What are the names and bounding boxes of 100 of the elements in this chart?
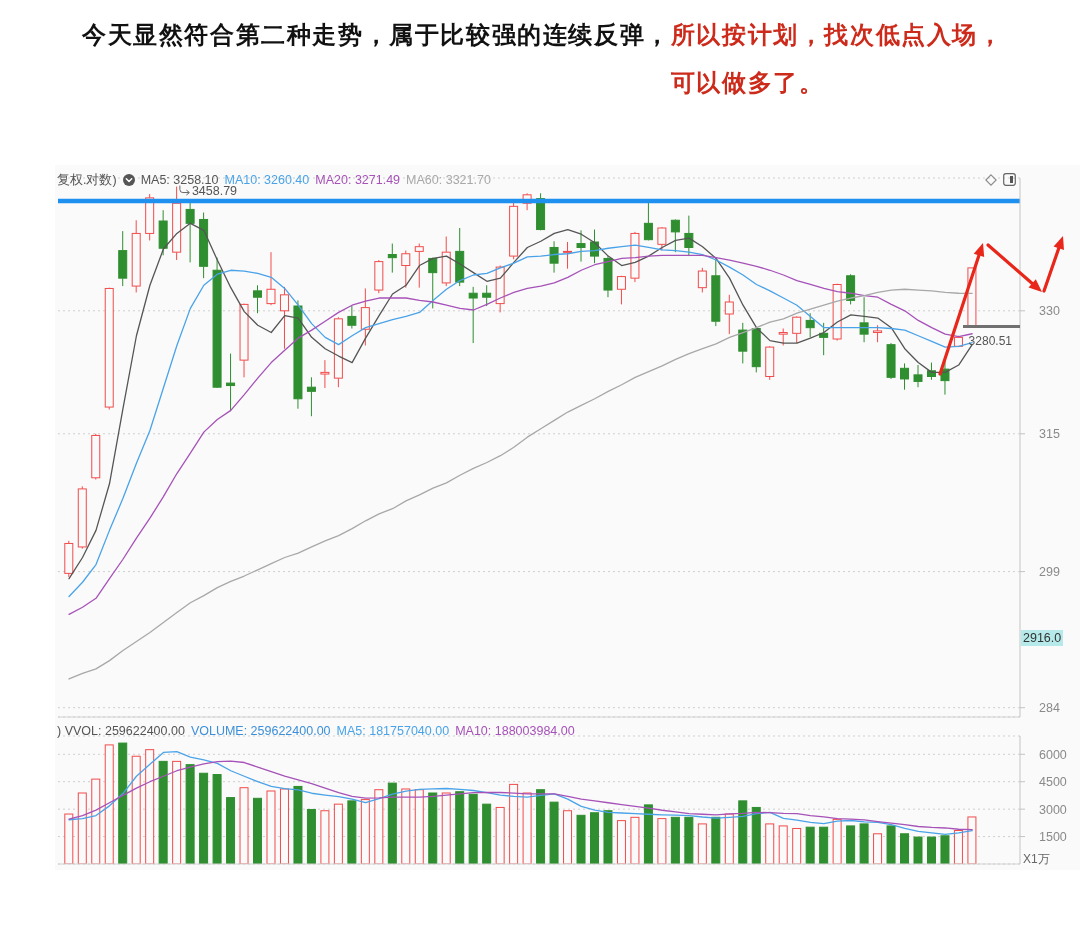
candlestick	[576, 229, 586, 263]
chart-subtitle: 所以按计划，找次低点入场，可以做多了。	[670, 20, 1005, 98]
text: MA20: 3271.49	[315, 173, 401, 187]
y-tick-label: 1500	[1039, 830, 1067, 845]
bar	[64, 813, 74, 864]
y-tick-label: 284	[1039, 701, 1060, 716]
bar	[495, 806, 505, 864]
bar	[724, 813, 734, 864]
bar	[172, 760, 182, 864]
bar	[563, 810, 573, 864]
bar	[91, 778, 101, 864]
candlestick	[226, 353, 236, 412]
bar	[684, 816, 694, 864]
bar	[468, 793, 478, 864]
bar	[926, 836, 936, 864]
candlestick	[387, 243, 397, 274]
candlestick	[603, 255, 613, 298]
bar	[846, 825, 856, 864]
bar	[643, 804, 653, 864]
bar	[199, 772, 209, 864]
bar	[603, 810, 613, 864]
text: MA5: 181757040.00	[336, 724, 450, 738]
text: 2916.0	[1021, 630, 1064, 646]
bar	[253, 797, 263, 864]
bar	[387, 782, 397, 864]
y-tick-label: 4500	[1039, 775, 1067, 790]
y-tick-label: 6000	[1039, 747, 1067, 762]
bar	[940, 835, 950, 864]
bar	[859, 823, 869, 864]
bar	[630, 816, 640, 864]
bar	[738, 800, 748, 864]
candlestick	[306, 376, 316, 417]
y-axis-title: X1万	[1023, 851, 1050, 868]
bar	[832, 818, 842, 864]
bar	[549, 801, 559, 864]
candlestick	[670, 219, 680, 253]
legend-title: 复权.对数)	[57, 171, 117, 189]
bar	[212, 774, 222, 864]
candlestick	[347, 305, 357, 329]
bar	[670, 816, 680, 864]
bar	[374, 789, 384, 864]
bar	[792, 827, 802, 864]
legend-title: ) VVOL: 259622400.00	[57, 724, 185, 738]
bar	[239, 787, 249, 864]
bar	[306, 808, 316, 864]
bar	[751, 806, 761, 864]
bar	[401, 788, 411, 864]
bar	[77, 792, 87, 864]
bar	[576, 814, 586, 864]
annotation: 3280.51	[968, 332, 1012, 349]
bar	[226, 797, 236, 864]
candlestick	[185, 201, 195, 263]
bar	[347, 800, 357, 864]
candlestick	[886, 342, 896, 380]
candlestick	[468, 286, 478, 344]
bar	[657, 818, 667, 864]
bar	[967, 816, 977, 864]
bar	[185, 764, 195, 864]
bar	[765, 823, 775, 864]
bar	[118, 742, 128, 864]
candlestick	[900, 362, 910, 391]
bar	[266, 790, 276, 864]
bar	[913, 836, 923, 864]
y-tick-label: 330	[1039, 304, 1060, 319]
candlestick	[630, 231, 640, 283]
bar	[805, 826, 815, 864]
bar	[145, 749, 155, 864]
bar	[279, 788, 289, 864]
chart-title: 今天显然符合第二种走势，属于比较强的连续反弹，	[82, 20, 671, 50]
bar	[455, 791, 465, 864]
y-tick-label: 315	[1039, 427, 1060, 442]
bar	[131, 755, 141, 864]
bar	[482, 803, 492, 864]
candlestick	[266, 251, 276, 306]
candlestick	[549, 240, 559, 274]
bar	[333, 803, 343, 864]
candlestick	[320, 359, 330, 389]
bar	[509, 783, 519, 864]
bar	[293, 785, 303, 864]
text: MA10: 188003984.00	[455, 724, 575, 738]
bar	[886, 825, 896, 864]
y-tick-label: 299	[1039, 565, 1060, 580]
bar	[320, 810, 330, 864]
bar	[441, 792, 451, 864]
bar	[590, 812, 599, 864]
candlestick	[293, 299, 303, 410]
line-series	[68, 760, 973, 831]
text: MA60: 3321.70	[406, 173, 491, 187]
bar	[778, 825, 788, 864]
bar	[697, 823, 707, 864]
bar	[900, 833, 910, 864]
bar	[522, 792, 532, 864]
bar	[953, 829, 963, 864]
annotation: VOLUME: 259622400.00	[190, 724, 331, 738]
bar	[414, 789, 424, 864]
bar	[819, 826, 829, 864]
candlestick	[859, 296, 869, 343]
bar	[428, 792, 438, 864]
y-tick-label: 3000	[1039, 802, 1067, 817]
line-series	[68, 750, 973, 836]
